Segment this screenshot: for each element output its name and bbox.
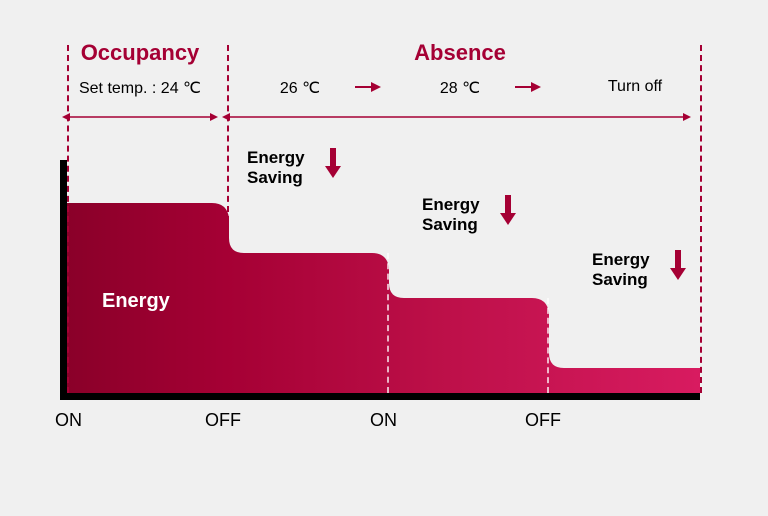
- saving-label-0: Energy Saving: [247, 148, 305, 189]
- axis-label-1: OFF: [205, 410, 241, 431]
- temp-label-1: 26 ℃: [260, 78, 340, 98]
- energy-diagram: Occupancy Absence Set temp. : 24 ℃ 26 ℃ …: [60, 40, 708, 480]
- temp-label-3: Turn off: [590, 78, 680, 96]
- energy-label: Energy: [102, 290, 170, 313]
- chart-area: Energy Energy Saving Energy Saving Energ…: [60, 160, 700, 400]
- down-arrow-2: [672, 250, 684, 280]
- temp-arrow-0: [355, 78, 381, 99]
- saving-label-2: Energy Saving: [592, 250, 650, 291]
- occupancy-label: Occupancy: [60, 40, 220, 66]
- vline-1: [227, 45, 229, 393]
- axis-label-3: OFF: [525, 410, 561, 431]
- down-arrow-0: [327, 148, 339, 178]
- axis-label-0: ON: [55, 410, 82, 431]
- temp-arrow-1: [515, 78, 541, 99]
- vline-3: [547, 298, 549, 393]
- temp-label-2: 28 ℃: [420, 78, 500, 98]
- vline-4: [700, 45, 702, 393]
- axis-label-2: ON: [370, 410, 397, 431]
- temp-label-0: Set temp. : 24 ℃: [60, 78, 220, 98]
- vline-2: [387, 253, 389, 393]
- vline-0: [67, 45, 69, 393]
- absence-label: Absence: [220, 40, 700, 66]
- down-arrow-1: [502, 195, 514, 225]
- saving-label-1: Energy Saving: [422, 195, 480, 236]
